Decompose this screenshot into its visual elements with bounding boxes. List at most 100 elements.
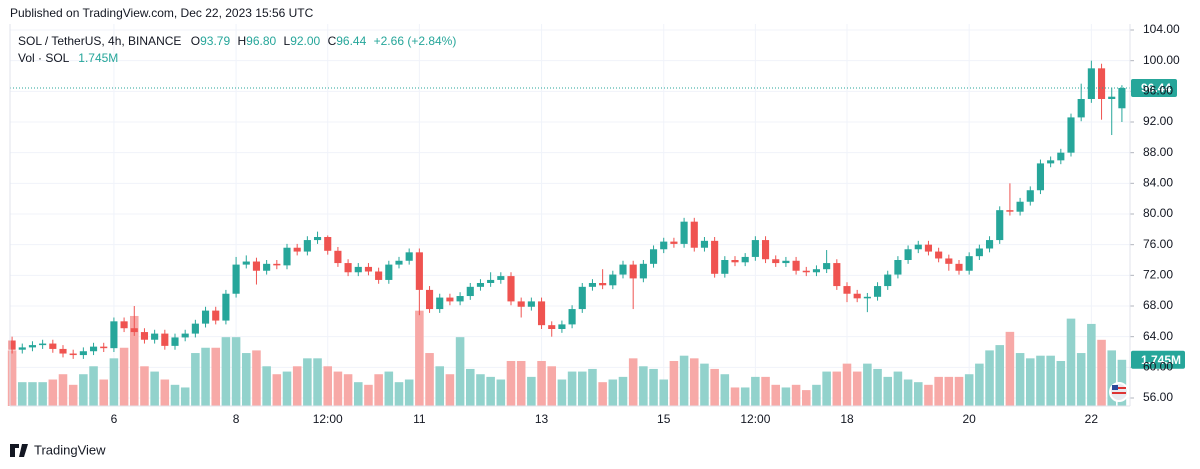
legend-line: SOL / TetherUS, 4h, BINANCE O93.79 H96.8… — [18, 34, 456, 48]
y-tick-label: 72.00 — [1143, 268, 1173, 282]
volume-bar — [313, 358, 322, 406]
candle-body — [619, 264, 627, 275]
volume-bar — [445, 374, 455, 406]
flag-stripe — [1112, 387, 1126, 389]
volume-bar — [771, 384, 781, 406]
candle-body — [873, 286, 882, 297]
candle-body — [660, 241, 668, 250]
volume-bar — [822, 371, 831, 406]
candle-body — [782, 260, 790, 264]
flag-stripe — [1112, 392, 1126, 394]
ohlc-value: 96.44 — [336, 34, 366, 48]
volume-bar — [465, 368, 475, 406]
volume-bar — [272, 374, 282, 406]
candle-body — [904, 249, 912, 260]
volume-bar — [292, 366, 302, 406]
candle-body — [935, 251, 943, 259]
x-tick-label: 20 — [963, 412, 977, 426]
y-tick-label: 60.00 — [1143, 360, 1173, 374]
candle-body — [313, 237, 322, 241]
volume-value: 1.745M — [78, 51, 118, 65]
candle-body — [792, 260, 800, 271]
volume-bar — [903, 379, 913, 406]
candles — [8, 60, 1126, 359]
last-price-box — [1131, 78, 1177, 97]
volume-bar — [730, 387, 740, 406]
candle-body — [456, 296, 464, 302]
candle-body — [140, 332, 149, 340]
candle-body — [996, 210, 1004, 241]
volume-bar — [751, 376, 760, 406]
volume-bar — [140, 366, 149, 406]
candle-body — [1087, 68, 1095, 99]
volume-bar — [527, 376, 536, 406]
candle-body — [181, 333, 189, 338]
volume-bar — [913, 382, 923, 406]
volume-bar — [628, 358, 638, 406]
candle-body — [466, 286, 474, 297]
candle-body — [415, 252, 423, 290]
candle-body — [721, 260, 729, 274]
volume-bar — [79, 374, 88, 406]
volume-bar — [689, 358, 699, 406]
candle-body — [385, 264, 393, 280]
candle-body — [395, 260, 403, 265]
volume-bar — [333, 371, 343, 406]
logo: TradingView — [10, 442, 106, 457]
y-tick-label: 76.00 — [1143, 237, 1173, 251]
volume-legend: Vol · SOL 1.745M — [18, 51, 118, 65]
candle-body — [894, 260, 902, 275]
x-tick-label: 22 — [1085, 412, 1099, 426]
candle-body — [446, 297, 454, 302]
volume-bar — [99, 379, 109, 406]
volume-bar — [1005, 331, 1015, 406]
volume-bar — [934, 376, 943, 406]
candle-body — [548, 325, 556, 329]
volume-bar — [1025, 358, 1035, 406]
volume-bar — [842, 363, 852, 406]
candle-body — [436, 297, 444, 310]
candle-body — [772, 259, 780, 264]
candle-body — [191, 323, 199, 334]
volume-bar — [1097, 339, 1106, 406]
volume-bar — [282, 371, 292, 406]
volume-bar — [191, 353, 200, 406]
ohlc-value: 92.00 — [290, 34, 320, 48]
candle-body — [945, 258, 953, 264]
volume-bar — [343, 374, 353, 406]
candle-body — [1077, 99, 1085, 118]
ohlc-value: 93.79 — [200, 34, 230, 48]
ohlc-label: C — [328, 34, 337, 48]
volume-bar — [252, 350, 261, 406]
candle-body — [517, 301, 525, 307]
volume-bar — [761, 376, 770, 406]
x-tick-label: 8 — [233, 412, 240, 426]
candle-body — [100, 346, 108, 349]
volume-bar — [384, 371, 394, 406]
y-tick-label: 64.00 — [1143, 329, 1173, 343]
volume-bar — [863, 363, 872, 406]
candle-body — [1108, 96, 1116, 99]
candle-body — [283, 247, 291, 266]
footer-brand: TradingView — [34, 442, 106, 457]
candle-body — [375, 271, 383, 280]
volume-bar — [1076, 353, 1086, 406]
volume-bar — [700, 363, 709, 406]
candle-body — [1036, 163, 1045, 191]
candle-body — [823, 263, 831, 270]
candle-body — [853, 293, 861, 299]
y-tick-label: 80.00 — [1143, 206, 1173, 220]
x-tick-label: 13 — [535, 412, 549, 426]
x-tick-label: 15 — [657, 412, 671, 426]
candle-body — [497, 276, 505, 280]
candle-body — [222, 293, 230, 321]
volume-bar — [975, 363, 984, 406]
flag-canton — [1112, 385, 1118, 390]
volume-bar — [995, 345, 1005, 406]
candle-body — [49, 343, 57, 349]
volume-pane — [7, 310, 1127, 406]
candle-body — [761, 240, 770, 260]
candle-body — [629, 264, 637, 279]
volume-bar — [547, 366, 557, 406]
y-tick-label: 104.00 — [1143, 22, 1180, 36]
